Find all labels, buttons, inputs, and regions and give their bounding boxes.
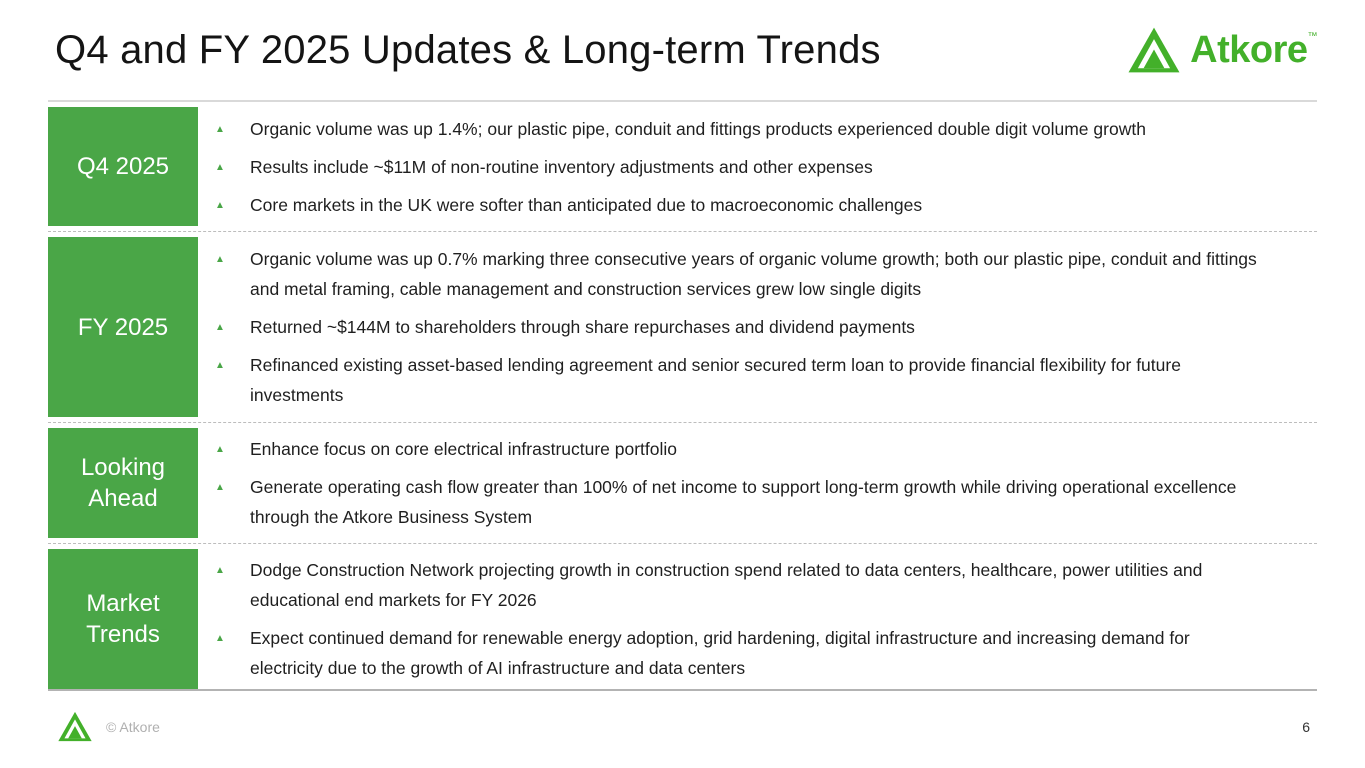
- bullet-list: ▲ Enhance focus on core electrical infras…: [198, 434, 1265, 532]
- triangle-bullet-icon: ▲: [215, 322, 225, 333]
- bullet-item: ▲ Organic volume was up 1.4%; our plastic…: [198, 114, 1265, 144]
- bullet-list: ▲ Organic volume was up 0.7% marking thre…: [198, 244, 1265, 410]
- copyright-text: © Atkore: [106, 718, 160, 735]
- triangle-bullet-icon: ▲: [215, 254, 225, 265]
- bullet-item: ▲ Returned ~$144M to shareholders through…: [198, 312, 1265, 342]
- section-content: ▲ Organic volume was up 0.7% marking thre…: [198, 237, 1317, 417]
- bullet-item: ▲ Refinanced existing asset-based lending…: [198, 350, 1265, 410]
- bullet-item: ▲ Core markets in the UK were softer than…: [198, 190, 1265, 220]
- bullet-text: Results include ~$11M of non-routine inv…: [250, 156, 873, 177]
- bullet-text: Organic volume was up 0.7% marking three…: [250, 249, 1257, 299]
- section-content: ▲ Organic volume was up 1.4%; our plastic…: [198, 107, 1317, 226]
- section-row: Market Trends ▲ Dodge Construction Networ…: [48, 544, 1317, 689]
- triangle-bullet-icon: ▲: [215, 199, 225, 211]
- bullet-text: Core markets in the UK were softer than …: [250, 194, 923, 215]
- triangle-bullet-icon: ▲: [215, 161, 225, 173]
- bullet-text: Enhance focus on core electrical infrast…: [250, 439, 678, 459]
- bullet-text: Generate operating cash flow greater tha…: [250, 477, 1237, 527]
- triangle-bullet-icon: ▲: [215, 444, 225, 455]
- bullet-item: ▲ Results include ~$11M of non-routine in…: [198, 152, 1265, 182]
- section-row: Q4 2025 ▲ Organic volume was up 1.4%; our…: [48, 102, 1317, 232]
- triangle-bullet-icon: ▲: [215, 360, 225, 371]
- triangle-bullet-icon: ▲: [215, 565, 225, 576]
- section-content: ▲ Enhance focus on core electrical infras…: [198, 428, 1317, 538]
- section-label-box: Looking Ahead: [48, 428, 198, 538]
- section-label: Q4 2025: [76, 153, 170, 180]
- slide-header: Q4 and FY 2025 Updates & Long-term Trend…: [0, 0, 1365, 100]
- slide-footer: © Atkore 6: [0, 691, 1365, 768]
- bullet-text: Dodge Construction Network projecting gr…: [250, 560, 1203, 610]
- atkore-logo: Atkore™: [1128, 26, 1317, 74]
- page-number: 6: [1302, 718, 1310, 735]
- section-content: ▲ Dodge Construction Network projecting g…: [198, 549, 1317, 689]
- page-title: Q4 and FY 2025 Updates & Long-term Trend…: [55, 27, 881, 72]
- footer-branding: © Atkore: [58, 711, 160, 742]
- section-label: Market Trends: [86, 590, 160, 648]
- triangle-bullet-icon: ▲: [215, 123, 225, 135]
- bullet-list: ▲ Organic volume was up 1.4%; our plastic…: [198, 114, 1265, 220]
- bullet-list: ▲ Dodge Construction Network projecting g…: [198, 555, 1265, 683]
- atkore-logo-text: Atkore™: [1190, 29, 1317, 72]
- bullet-item: ▲ Enhance focus on core electrical infras…: [198, 434, 1265, 464]
- bullet-text: Expect continued demand for renewable en…: [250, 628, 1190, 678]
- sections: Q4 2025 ▲ Organic volume was up 1.4%; our…: [48, 100, 1317, 691]
- atkore-triangle-icon: [58, 711, 92, 742]
- section-row: FY 2025 ▲ Organic volume was up 0.7% mark…: [48, 232, 1317, 423]
- bullet-item: ▲ Organic volume was up 0.7% marking thre…: [198, 244, 1265, 304]
- bullet-item: ▲ Generate operating cash flow greater th…: [198, 472, 1265, 532]
- bullet-item: ▲ Expect continued demand for renewable e…: [198, 623, 1265, 683]
- section-label: Looking Ahead: [80, 454, 166, 512]
- triangle-bullet-icon: ▲: [215, 482, 225, 493]
- bullet-item: ▲ Dodge Construction Network projecting g…: [198, 555, 1265, 615]
- logo-trademark: ™: [1307, 30, 1318, 42]
- triangle-bullet-icon: ▲: [215, 633, 225, 644]
- bullet-text: Returned ~$144M to shareholders through …: [250, 317, 915, 337]
- atkore-triangle-icon: [1128, 27, 1180, 73]
- section-label-box: FY 2025: [48, 237, 198, 417]
- section-label-box: Market Trends: [48, 549, 198, 689]
- section-label-box: Q4 2025: [48, 107, 198, 226]
- bullet-text: Refinanced existing asset-based lending …: [250, 355, 1181, 405]
- logo-wordmark: Atkore: [1190, 28, 1308, 71]
- section-row: Looking Ahead ▲ Enhance focus on core ele…: [48, 423, 1317, 544]
- bullet-text: Organic volume was up 1.4%; our plastic …: [250, 118, 1146, 139]
- section-label: FY 2025: [77, 313, 169, 341]
